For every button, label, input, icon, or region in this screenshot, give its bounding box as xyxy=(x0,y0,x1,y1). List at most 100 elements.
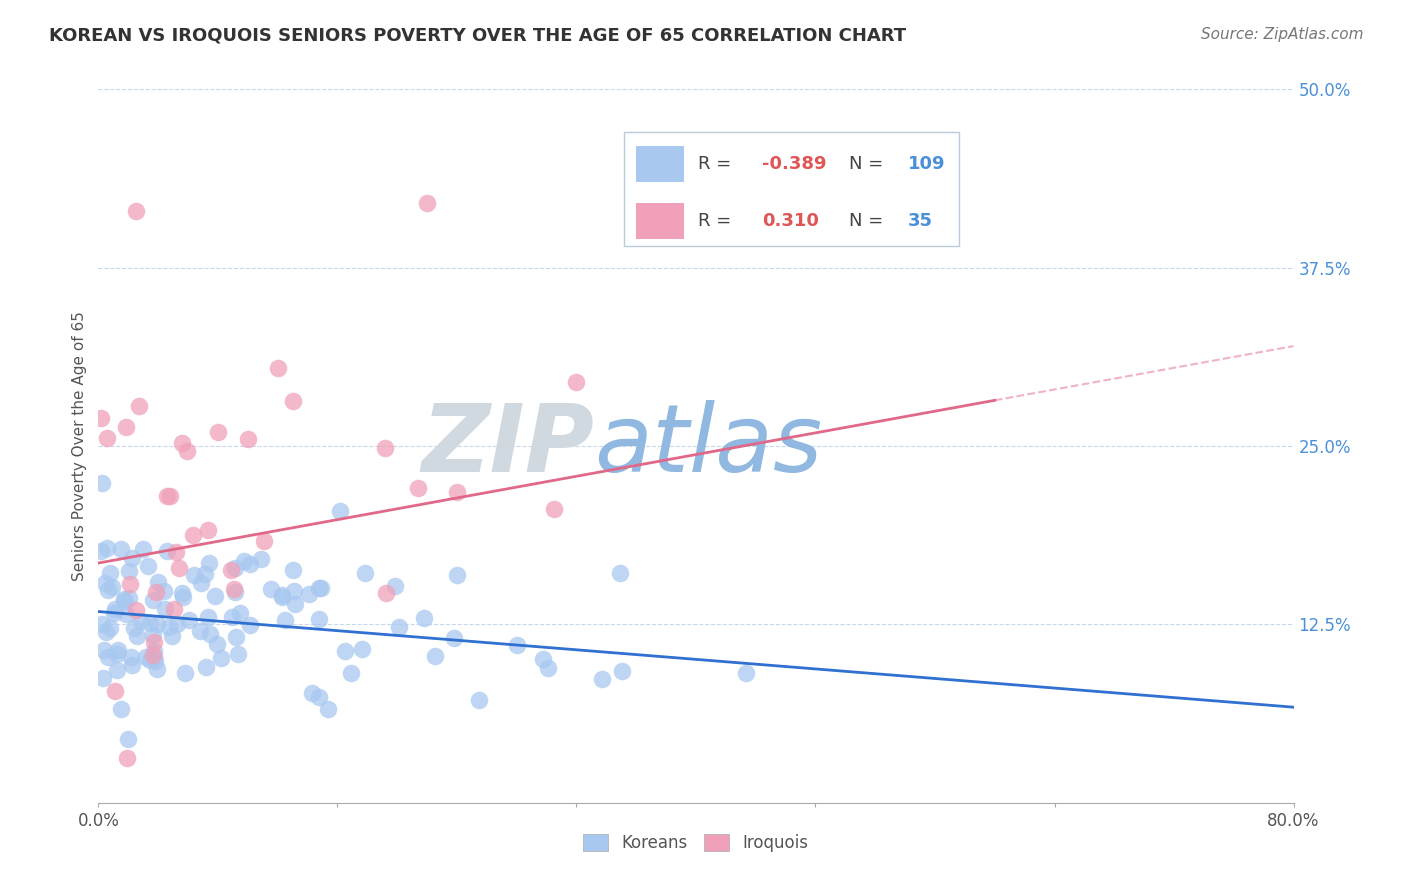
Point xyxy=(226,647,249,661)
Point xyxy=(211,650,233,665)
Point xyxy=(125,603,148,617)
Point xyxy=(205,637,228,651)
Point xyxy=(565,375,588,389)
Point xyxy=(183,527,205,541)
Point xyxy=(236,432,259,446)
Point xyxy=(233,554,256,568)
Point xyxy=(135,650,157,665)
Point xyxy=(112,591,135,606)
Point xyxy=(329,504,352,518)
Point xyxy=(219,563,242,577)
Point xyxy=(335,644,357,658)
Point xyxy=(114,420,136,434)
Point xyxy=(139,653,162,667)
Point xyxy=(198,627,221,641)
Point xyxy=(143,650,166,665)
Point xyxy=(271,588,294,602)
Text: Source: ZipAtlas.com: Source: ZipAtlas.com xyxy=(1201,27,1364,42)
Point xyxy=(153,583,176,598)
Point xyxy=(229,606,252,620)
Point xyxy=(239,557,262,571)
Point xyxy=(129,615,152,629)
Point xyxy=(97,582,120,597)
Point xyxy=(311,581,333,595)
Point xyxy=(143,644,166,658)
Point xyxy=(468,692,491,706)
Point xyxy=(423,648,446,663)
FancyBboxPatch shape xyxy=(624,132,959,246)
Point xyxy=(249,552,271,566)
Point xyxy=(354,566,377,580)
Point xyxy=(101,581,124,595)
Point xyxy=(104,683,127,698)
Point xyxy=(136,559,159,574)
FancyBboxPatch shape xyxy=(637,203,685,239)
Point xyxy=(591,672,613,686)
Point xyxy=(301,686,323,700)
Point xyxy=(91,476,114,491)
Point xyxy=(121,657,143,672)
Point xyxy=(105,664,128,678)
Point xyxy=(283,563,305,577)
Point xyxy=(274,613,297,627)
Point xyxy=(259,582,281,597)
Point xyxy=(120,650,142,665)
Point xyxy=(609,566,631,580)
Point xyxy=(94,575,117,590)
Point xyxy=(145,585,167,599)
Point xyxy=(416,196,439,211)
Point xyxy=(308,611,330,625)
Point xyxy=(506,638,529,652)
Point xyxy=(188,624,211,638)
Point xyxy=(90,410,112,425)
Point xyxy=(112,594,135,608)
Point xyxy=(270,590,292,604)
Point xyxy=(174,665,197,680)
Point xyxy=(115,607,138,621)
Point xyxy=(97,650,120,665)
Point xyxy=(90,616,112,631)
Point xyxy=(408,481,430,495)
Point xyxy=(98,621,121,635)
Point xyxy=(146,616,169,631)
Point xyxy=(153,601,176,615)
Point xyxy=(197,609,219,624)
Point xyxy=(224,585,246,599)
Point xyxy=(125,203,148,218)
Point xyxy=(139,616,162,631)
Text: R =: R = xyxy=(699,212,744,230)
Point xyxy=(128,399,150,413)
Point xyxy=(197,523,219,537)
Point xyxy=(159,489,181,503)
Point xyxy=(204,589,226,603)
Point xyxy=(110,701,132,715)
Point xyxy=(98,566,121,580)
Text: atlas: atlas xyxy=(595,401,823,491)
Point xyxy=(148,574,170,589)
Point xyxy=(117,731,139,746)
Point xyxy=(253,533,276,548)
Point xyxy=(384,579,406,593)
Legend: Koreans, Iroquois: Koreans, Iroquois xyxy=(576,827,815,859)
Point xyxy=(267,360,290,375)
Point xyxy=(207,425,229,439)
Point xyxy=(446,485,468,500)
Point xyxy=(118,591,141,605)
Point xyxy=(225,630,247,644)
Text: -0.389: -0.389 xyxy=(762,155,827,173)
Point xyxy=(172,590,194,604)
Point xyxy=(96,541,118,555)
Point xyxy=(221,610,243,624)
Point xyxy=(156,489,179,503)
Text: 0.310: 0.310 xyxy=(762,212,818,230)
Point xyxy=(374,586,396,600)
Point xyxy=(179,613,201,627)
Point xyxy=(127,629,149,643)
Point xyxy=(115,750,138,764)
Point xyxy=(165,545,187,559)
Text: N =: N = xyxy=(849,212,894,230)
Text: KOREAN VS IROQUOIS SENIORS POVERTY OVER THE AGE OF 65 CORRELATION CHART: KOREAN VS IROQUOIS SENIORS POVERTY OVER … xyxy=(49,27,907,45)
Point xyxy=(190,576,212,591)
Point xyxy=(298,586,321,600)
Point xyxy=(543,501,565,516)
